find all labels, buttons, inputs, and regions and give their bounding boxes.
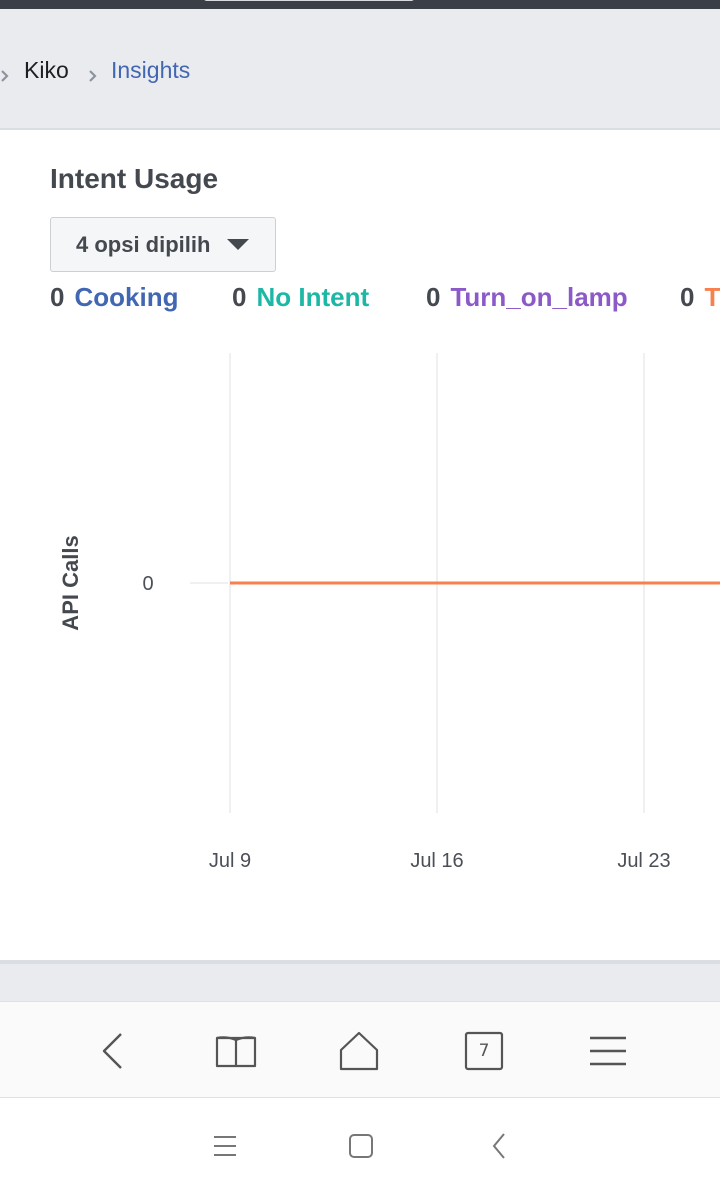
- dropdown-label: 4 opsi dipilih: [76, 232, 211, 257]
- intent-filter-dropdown[interactable]: 4 opsi dipilih: [50, 217, 276, 272]
- home-icon[interactable]: [334, 1026, 384, 1076]
- back-chevron-icon[interactable]: [482, 1128, 518, 1164]
- chevron-right-icon: [89, 70, 97, 82]
- caret-down-icon: [227, 239, 249, 250]
- legend-count: 0: [680, 282, 695, 312]
- y-tick-label: 0: [142, 573, 153, 595]
- tabs-icon[interactable]: 7: [459, 1026, 509, 1076]
- breadcrumb-item-kiko[interactable]: Kiko: [24, 57, 69, 83]
- legend-count: 0: [50, 282, 65, 312]
- system-navigation-bar: [0, 1098, 720, 1193]
- legend-name: Cooking: [74, 282, 179, 312]
- legend-name: Turn_on_lamp: [450, 282, 628, 312]
- menu-icon[interactable]: [583, 1026, 633, 1076]
- legend-count: 0: [426, 282, 441, 312]
- card-divider: [0, 960, 720, 1001]
- legend-name: T: [704, 282, 720, 312]
- tab-count: 7: [478, 1041, 490, 1061]
- recents-icon[interactable]: [207, 1128, 243, 1164]
- intent-usage-card: Intent Usage 4 opsi dipilih 0 Cooking 0 No…: [0, 131, 720, 960]
- x-tick-label: Jul 16: [410, 850, 463, 872]
- legend-item-cooking[interactable]: 0 Cooking: [50, 279, 178, 315]
- browser-toolbar: 7: [0, 1001, 720, 1098]
- legend-name: No Intent: [256, 282, 370, 312]
- x-tick-label: Jul 23: [617, 850, 670, 872]
- home-square-icon[interactable]: [343, 1128, 379, 1164]
- legend-item-no-intent[interactable]: 0 No Intent: [232, 279, 369, 315]
- legend-item-turn-on-lamp[interactable]: 0 Turn_on_lamp: [426, 279, 628, 315]
- address-pill: [204, 0, 414, 1]
- breadcrumb-item-insights[interactable]: Insights: [111, 57, 191, 83]
- x-tick-label: Jul 9: [209, 850, 251, 872]
- status-strip: [0, 0, 720, 9]
- legend-count: 0: [232, 282, 247, 312]
- back-icon[interactable]: [88, 1026, 138, 1076]
- bookmarks-icon[interactable]: [211, 1026, 261, 1076]
- y-axis-label: API Calls: [58, 535, 83, 630]
- intent-usage-chart: Jul 9 Jul 16 Jul 23 0 API Calls: [58, 353, 720, 872]
- chevron-right-icon: [1, 70, 9, 82]
- card-title: Intent Usage: [50, 163, 219, 194]
- breadcrumb: Kiko Insights: [0, 9, 720, 130]
